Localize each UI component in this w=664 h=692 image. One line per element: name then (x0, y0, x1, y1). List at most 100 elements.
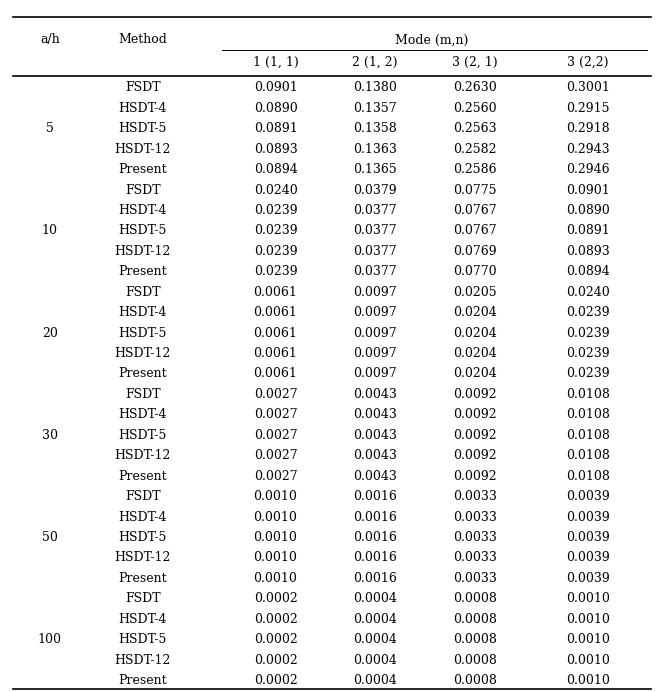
Text: 0.0239: 0.0239 (566, 367, 610, 381)
Text: 0.0377: 0.0377 (353, 265, 397, 278)
Text: FSDT: FSDT (125, 388, 161, 401)
Text: 0.0027: 0.0027 (254, 388, 297, 401)
Text: 0.0008: 0.0008 (453, 613, 497, 626)
Text: 0.0108: 0.0108 (566, 470, 610, 483)
Text: 0.0039: 0.0039 (566, 531, 610, 544)
Text: 0.0010: 0.0010 (566, 654, 610, 666)
Text: 0.0379: 0.0379 (353, 183, 397, 197)
Text: HSDT-5: HSDT-5 (119, 429, 167, 441)
Text: 0.0775: 0.0775 (453, 183, 497, 197)
Text: 0.1365: 0.1365 (353, 163, 397, 176)
Text: 0.0033: 0.0033 (453, 490, 497, 503)
Text: 0.0027: 0.0027 (254, 408, 297, 421)
Text: 1 (1, 1): 1 (1, 1) (253, 56, 298, 69)
Text: 0.0092: 0.0092 (453, 429, 497, 441)
Text: HSDT-5: HSDT-5 (119, 327, 167, 340)
Text: 0.0061: 0.0061 (254, 327, 297, 340)
Text: 0.0033: 0.0033 (453, 572, 497, 585)
Text: 0.0240: 0.0240 (254, 183, 297, 197)
Text: 0.0097: 0.0097 (353, 347, 397, 360)
Text: 0.2563: 0.2563 (453, 122, 497, 135)
Text: Present: Present (118, 367, 167, 381)
Text: 0.0767: 0.0767 (453, 224, 497, 237)
Text: Present: Present (118, 163, 167, 176)
Text: 0.0097: 0.0097 (353, 286, 397, 299)
Text: HSDT-4: HSDT-4 (118, 102, 167, 115)
Text: 0.0894: 0.0894 (254, 163, 297, 176)
Text: Present: Present (118, 572, 167, 585)
Text: 0.0016: 0.0016 (353, 531, 397, 544)
Text: 0.0377: 0.0377 (353, 224, 397, 237)
Text: 0.0010: 0.0010 (566, 633, 610, 646)
Text: 0.0092: 0.0092 (453, 449, 497, 462)
Text: 0.2915: 0.2915 (566, 102, 610, 115)
Text: 0.0092: 0.0092 (453, 408, 497, 421)
Text: 0.0239: 0.0239 (254, 224, 297, 237)
Text: 0.0239: 0.0239 (254, 204, 297, 217)
Text: 0.0004: 0.0004 (353, 633, 397, 646)
Text: 0.0008: 0.0008 (453, 633, 497, 646)
Text: 0.0767: 0.0767 (453, 204, 497, 217)
Text: 0.0240: 0.0240 (566, 286, 610, 299)
Text: 0.0016: 0.0016 (353, 490, 397, 503)
Text: 0.2946: 0.2946 (566, 163, 610, 176)
Text: 0.0039: 0.0039 (566, 490, 610, 503)
Text: 0.0010: 0.0010 (254, 511, 297, 524)
Text: 0.0010: 0.0010 (566, 613, 610, 626)
Text: 0.0204: 0.0204 (453, 347, 497, 360)
Text: HSDT-5: HSDT-5 (119, 224, 167, 237)
Text: 0.2582: 0.2582 (453, 143, 497, 156)
Text: 10: 10 (42, 224, 58, 237)
Text: 0.0097: 0.0097 (353, 367, 397, 381)
Text: 0.0239: 0.0239 (566, 327, 610, 340)
Text: 100: 100 (38, 633, 62, 646)
Text: 0.0092: 0.0092 (453, 388, 497, 401)
Text: HSDT-4: HSDT-4 (118, 613, 167, 626)
Text: 0.0891: 0.0891 (254, 122, 297, 135)
Text: 30: 30 (42, 429, 58, 441)
Text: 0.1363: 0.1363 (353, 143, 397, 156)
Text: 0.0239: 0.0239 (254, 245, 297, 258)
Text: 0.0010: 0.0010 (566, 674, 610, 687)
Text: 0.0027: 0.0027 (254, 470, 297, 483)
Text: 0.0239: 0.0239 (254, 265, 297, 278)
Text: 0.0008: 0.0008 (453, 674, 497, 687)
Text: 0.0033: 0.0033 (453, 552, 497, 565)
Text: 0.0901: 0.0901 (566, 183, 610, 197)
Text: 0.0027: 0.0027 (254, 429, 297, 441)
Text: HSDT-4: HSDT-4 (118, 306, 167, 319)
Text: 0.0002: 0.0002 (254, 613, 297, 626)
Text: 0.0893: 0.0893 (566, 245, 610, 258)
Text: 0.2943: 0.2943 (566, 143, 610, 156)
Text: HSDT-4: HSDT-4 (118, 408, 167, 421)
Text: HSDT-4: HSDT-4 (118, 204, 167, 217)
Text: Method: Method (118, 33, 167, 46)
Text: 0.0204: 0.0204 (453, 306, 497, 319)
Text: FSDT: FSDT (125, 490, 161, 503)
Text: 0.0377: 0.0377 (353, 204, 397, 217)
Text: 0.0097: 0.0097 (353, 306, 397, 319)
Text: 0.0039: 0.0039 (566, 511, 610, 524)
Text: 0.0894: 0.0894 (566, 265, 610, 278)
Text: 0.0097: 0.0097 (353, 327, 397, 340)
Text: HSDT-5: HSDT-5 (119, 633, 167, 646)
Text: Mode (m,n): Mode (m,n) (395, 33, 468, 46)
Text: 0.0008: 0.0008 (453, 592, 497, 606)
Text: 0.1358: 0.1358 (353, 122, 397, 135)
Text: 0.0204: 0.0204 (453, 367, 497, 381)
Text: 0.0043: 0.0043 (353, 388, 397, 401)
Text: Present: Present (118, 674, 167, 687)
Text: 0.0033: 0.0033 (453, 531, 497, 544)
Text: 0.0891: 0.0891 (566, 224, 610, 237)
Text: 0.0061: 0.0061 (254, 367, 297, 381)
Text: HSDT-12: HSDT-12 (115, 552, 171, 565)
Text: 0.0016: 0.0016 (353, 572, 397, 585)
Text: 0.0770: 0.0770 (453, 265, 497, 278)
Text: HSDT-12: HSDT-12 (115, 449, 171, 462)
Text: 0.0043: 0.0043 (353, 408, 397, 421)
Text: 0.0033: 0.0033 (453, 511, 497, 524)
Text: 0.0043: 0.0043 (353, 470, 397, 483)
Text: 0.0205: 0.0205 (453, 286, 497, 299)
Text: 2 (1, 2): 2 (1, 2) (353, 56, 398, 69)
Text: 0.0377: 0.0377 (353, 245, 397, 258)
